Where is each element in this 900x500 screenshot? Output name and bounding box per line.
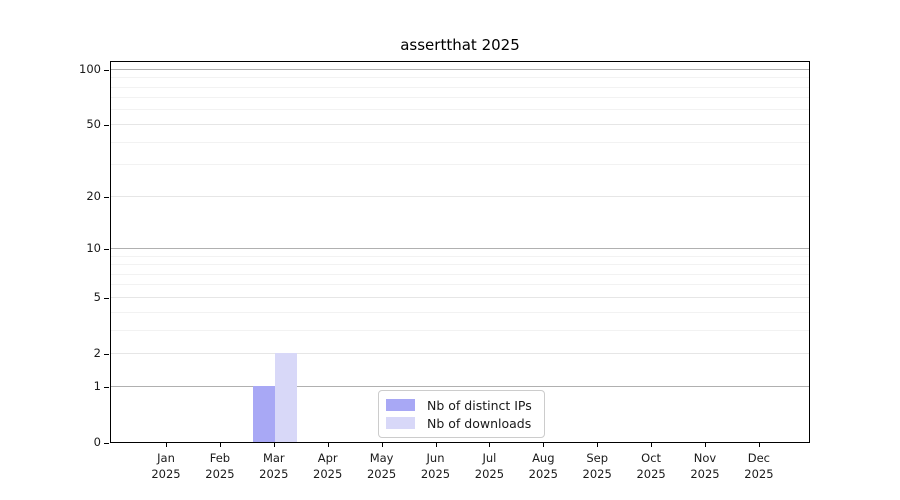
y-axis-tick: [104, 124, 109, 126]
legend: Nb of distinct IPs Nb of downloads: [378, 390, 545, 438]
x-tick-label: May 2025: [352, 450, 412, 482]
x-axis-tick: [435, 443, 437, 447]
x-axis-tick: [489, 443, 491, 447]
major-gridline: [111, 68, 809, 70]
x-tick-label: Aug 2025: [513, 450, 573, 482]
y-axis-tick: [104, 196, 109, 198]
x-axis-tick: [219, 443, 221, 447]
year-label: 2025: [420, 467, 451, 481]
year-label: 2025: [636, 467, 666, 481]
gridline: [111, 296, 809, 298]
legend-item: Nb of downloads: [386, 416, 536, 431]
minor-gridline: [111, 311, 809, 313]
minor-gridline: [111, 273, 809, 275]
month-label: May: [369, 451, 394, 465]
gridline: [111, 123, 809, 125]
x-tick-label: Sep 2025: [567, 450, 627, 482]
month-label: Jan: [157, 451, 175, 465]
x-axis-tick: [597, 443, 599, 447]
year-label: 2025: [259, 467, 289, 481]
gridline: [111, 195, 809, 197]
minor-gridline: [111, 141, 809, 143]
legend-item: Nb of distinct IPs: [386, 398, 536, 413]
x-tick-label: Jun 2025: [406, 450, 466, 482]
x-tick-label: Jul 2025: [459, 450, 519, 482]
y-tick-label: 5: [93, 290, 101, 305]
minor-gridline: [111, 97, 809, 99]
x-tick-label: Oct 2025: [621, 450, 681, 482]
month-label: Dec: [747, 451, 771, 465]
month-label: Mar: [262, 451, 285, 465]
y-tick-label: 1: [93, 379, 101, 393]
y-axis-tick: [104, 69, 109, 71]
month-label: Oct: [641, 451, 662, 465]
legend-swatch: [386, 399, 415, 411]
year-label: 2025: [151, 467, 181, 481]
x-axis-tick: [327, 443, 329, 447]
month-label: Nov: [693, 451, 717, 465]
month-label: Sep: [586, 451, 609, 465]
minor-gridline: [111, 86, 809, 88]
x-axis-tick: [381, 443, 383, 447]
x-axis-tick: [166, 443, 167, 447]
bar-nb-of-distinct-ips: [252, 386, 275, 442]
major-gridline: [111, 247, 809, 249]
x-tick-label: Nov 2025: [675, 450, 735, 482]
minor-gridline: [111, 164, 809, 166]
x-axis-tick: [273, 443, 275, 447]
x-tick-label: Apr 2025: [298, 450, 358, 482]
bar-nb-of-downloads: [274, 353, 297, 442]
year-label: 2025: [313, 467, 343, 481]
major-gridline: [111, 385, 809, 387]
plot-area: [110, 61, 810, 443]
x-axis-tick: [705, 443, 706, 447]
y-axis-tick: [104, 386, 109, 388]
year-label: 2025: [690, 467, 720, 481]
y-tick-label: 20: [86, 189, 101, 204]
x-axis-tick: [651, 443, 653, 447]
y-tick-label: 50: [86, 117, 101, 132]
minor-gridline: [111, 284, 809, 286]
y-axis-tick: [104, 297, 109, 299]
y-tick-label: 2: [93, 346, 101, 361]
year-label: 2025: [744, 467, 774, 481]
month-label: Jul: [482, 451, 497, 465]
legend-label: Nb of distinct IPs: [427, 397, 532, 413]
year-label: 2025: [474, 467, 505, 481]
y-tick-label: 100: [79, 62, 101, 77]
legend-label: Nb of downloads: [427, 415, 532, 431]
year-label: 2025: [528, 467, 558, 481]
minor-gridline: [111, 255, 809, 257]
year-label: 2025: [205, 467, 235, 481]
month-label: Jun: [426, 451, 445, 465]
x-tick-label: Feb 2025: [190, 450, 250, 482]
y-axis-tick: [104, 248, 109, 250]
x-axis-tick: [543, 443, 545, 447]
gridline: [111, 352, 809, 354]
month-label: Feb: [209, 451, 231, 465]
minor-gridline: [111, 329, 809, 331]
minor-gridline: [111, 109, 809, 111]
chart-title: assertthat 2025: [400, 36, 520, 54]
x-tick-label: Mar 2025: [244, 450, 304, 482]
minor-gridline: [111, 77, 809, 79]
y-tick-label: 10: [86, 241, 101, 256]
x-tick-label: Dec 2025: [729, 450, 789, 482]
month-label: Aug: [532, 451, 555, 465]
minor-gridline: [111, 264, 809, 266]
x-tick-label: Jan 2025: [136, 450, 196, 482]
y-axis-tick: [104, 353, 109, 355]
y-tick-label: 0: [93, 435, 101, 449]
month-label: Apr: [317, 451, 338, 465]
legend-swatch: [386, 417, 415, 429]
year-label: 2025: [582, 467, 612, 481]
x-axis-tick: [758, 443, 760, 447]
year-label: 2025: [366, 467, 397, 481]
y-axis-tick: [104, 442, 109, 444]
